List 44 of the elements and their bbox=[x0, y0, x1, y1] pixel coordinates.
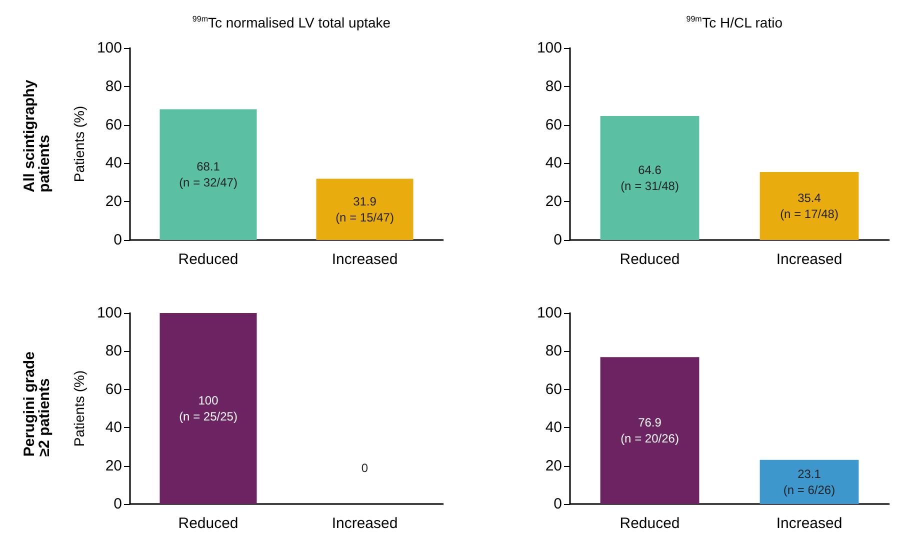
y-axis-title: Patients (%) bbox=[71, 106, 88, 182]
y-tick-label: 0 bbox=[554, 496, 562, 512]
y-tick-label: 80 bbox=[105, 78, 122, 95]
y-tick-label: 100 bbox=[536, 40, 562, 56]
y-tick-label: 20 bbox=[545, 193, 562, 210]
x-tick-label: Increased bbox=[776, 251, 842, 268]
y-tick-label: 40 bbox=[545, 154, 562, 172]
x-tick-label: Increased bbox=[332, 251, 398, 268]
text: Perugini grade ≥2 patients bbox=[21, 347, 53, 457]
y-tick-label: 100 bbox=[96, 304, 122, 322]
y-tick-label: 80 bbox=[105, 342, 122, 360]
data-label: 0 bbox=[361, 461, 368, 475]
y-tick-label: 60 bbox=[105, 380, 122, 398]
data-label: 76.9 (n = 20/26) bbox=[620, 416, 679, 446]
y-tick-label: 0 bbox=[114, 496, 122, 512]
data-label: 23.1 (n = 6/26) bbox=[783, 466, 836, 497]
y-tick-label: 20 bbox=[105, 193, 122, 210]
x-tick-label: Reduced bbox=[620, 251, 680, 268]
x-tick-label: Reduced bbox=[178, 251, 238, 268]
y-tick-label: 40 bbox=[105, 154, 122, 172]
data-label: 64.6 (n = 31/48) bbox=[620, 162, 679, 193]
y-tick-label: 0 bbox=[114, 232, 122, 248]
text: All scintigraphy patients bbox=[21, 76, 53, 192]
x-tick-label: Reduced bbox=[620, 515, 680, 532]
x-tick-label: Increased bbox=[776, 515, 842, 532]
data-label: 100 (n = 25/25) bbox=[179, 394, 238, 424]
data-label: 68.1 (n = 32/47) bbox=[179, 160, 238, 190]
y-tick-label: 60 bbox=[545, 116, 562, 134]
y-tick-label: 80 bbox=[545, 78, 562, 95]
y-tick-label: 0 bbox=[554, 232, 562, 248]
data-label: 35.4 (n = 17/48) bbox=[780, 191, 838, 222]
y-tick-label: 60 bbox=[105, 116, 122, 134]
y-tick-label: 100 bbox=[536, 304, 562, 322]
data-label: 31.9 (n = 15/47) bbox=[336, 194, 394, 224]
y-axis-title: Patients (%) bbox=[71, 370, 88, 447]
y-tick-label: 40 bbox=[545, 419, 562, 436]
y-tick-label: 20 bbox=[105, 457, 122, 474]
y-tick-label: 100 bbox=[96, 40, 122, 56]
y-tick-label: 20 bbox=[545, 457, 562, 474]
y-tick-label: 60 bbox=[545, 380, 562, 398]
x-tick-label: Reduced bbox=[178, 515, 238, 532]
x-tick-label: Increased bbox=[332, 515, 398, 532]
y-tick-label: 80 bbox=[545, 342, 562, 360]
y-tick-label: 40 bbox=[105, 419, 122, 436]
